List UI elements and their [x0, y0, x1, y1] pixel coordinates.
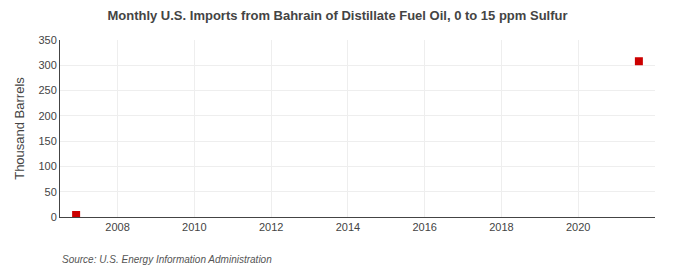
svg-text:2008: 2008 [105, 221, 129, 233]
svg-text:250: 250 [38, 84, 56, 96]
svg-text:2018: 2018 [489, 221, 513, 233]
svg-text:Source: U.S. Energy Informatio: Source: U.S. Energy Information Administ… [62, 254, 272, 265]
svg-text:50: 50 [45, 186, 57, 198]
svg-text:2014: 2014 [336, 221, 360, 233]
svg-text:350: 350 [38, 34, 56, 46]
svg-text:Thousand Barrels: Thousand Barrels [12, 77, 27, 180]
svg-text:100: 100 [38, 160, 56, 172]
svg-text:0: 0 [51, 211, 57, 223]
svg-text:300: 300 [38, 59, 56, 71]
svg-text:2020: 2020 [566, 221, 590, 233]
svg-text:2012: 2012 [259, 221, 283, 233]
svg-text:2016: 2016 [412, 221, 436, 233]
svg-text:2010: 2010 [182, 221, 206, 233]
svg-text:150: 150 [38, 135, 56, 147]
svg-text:Monthly U.S. Imports from Bahr: Monthly U.S. Imports from Bahrain of Dis… [107, 8, 567, 23]
svg-text:200: 200 [38, 110, 56, 122]
